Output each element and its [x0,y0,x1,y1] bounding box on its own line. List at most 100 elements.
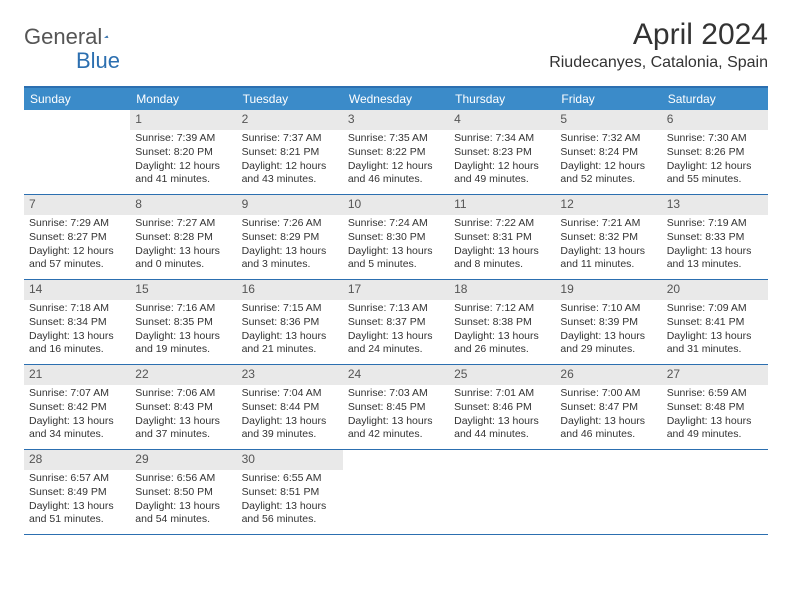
day-cell: 6Sunrise: 7:30 AMSunset: 8:26 PMDaylight… [662,110,768,194]
sunrise-text: Sunrise: 7:27 AM [135,217,231,231]
day-number: 10 [343,195,449,215]
day-number: 4 [449,110,555,130]
sunrise-text: Sunrise: 7:06 AM [135,387,231,401]
day-number: 24 [343,365,449,385]
daylight-text: Daylight: 13 hours and 39 minutes. [242,415,338,443]
sunset-text: Sunset: 8:30 PM [348,231,444,245]
day-number: 5 [555,110,661,130]
sunset-text: Sunset: 8:36 PM [242,316,338,330]
sunset-text: Sunset: 8:24 PM [560,146,656,160]
daylight-text: Daylight: 13 hours and 56 minutes. [242,500,338,528]
day-cell: 25Sunrise: 7:01 AMSunset: 8:46 PMDayligh… [449,365,555,449]
sunrise-text: Sunrise: 7:00 AM [560,387,656,401]
sunrise-text: Sunrise: 7:29 AM [29,217,125,231]
sunset-text: Sunset: 8:34 PM [29,316,125,330]
daylight-text: Daylight: 13 hours and 21 minutes. [242,330,338,358]
daylight-text: Daylight: 13 hours and 31 minutes. [667,330,763,358]
day-cell: 11Sunrise: 7:22 AMSunset: 8:31 PMDayligh… [449,195,555,279]
sunset-text: Sunset: 8:27 PM [29,231,125,245]
day-number: 11 [449,195,555,215]
sunset-text: Sunset: 8:20 PM [135,146,231,160]
sunset-text: Sunset: 8:49 PM [29,486,125,500]
sunrise-text: Sunrise: 7:35 AM [348,132,444,146]
daylight-text: Daylight: 13 hours and 5 minutes. [348,245,444,273]
sunrise-text: Sunrise: 7:07 AM [29,387,125,401]
daylight-text: Daylight: 13 hours and 24 minutes. [348,330,444,358]
month-title: April 2024 [549,18,768,52]
day-cell: 20Sunrise: 7:09 AMSunset: 8:41 PMDayligh… [662,280,768,364]
day-cell: 12Sunrise: 7:21 AMSunset: 8:32 PMDayligh… [555,195,661,279]
day-number: 1 [130,110,236,130]
day-of-week-header: SundayMondayTuesdayWednesdayThursdayFrid… [24,88,768,110]
calendar: SundayMondayTuesdayWednesdayThursdayFrid… [24,86,768,535]
week-row: 21 Sunrise: 7:07 AMSunset: 8:42 PM Dayligh… [24,365,768,450]
sunrise-text: Sunrise: 7:10 AM [560,302,656,316]
day-number: 30 [237,450,343,470]
day-cell: 22Sunrise: 7:06 AMSunset: 8:43 PMDayligh… [130,365,236,449]
sunset-text: Sunset: 8:48 PM [667,401,763,415]
daylight-text: Daylight: 13 hours and 13 minutes. [667,245,763,273]
sunrise-text: Sunrise: 7:03 AM [348,387,444,401]
day-cell: 18Sunrise: 7:12 AMSunset: 8:38 PMDayligh… [449,280,555,364]
sunrise-text: Sunrise: 7:26 AM [242,217,338,231]
sunset-text: Sunset: 8:51 PM [242,486,338,500]
daylight-text: Daylight: 13 hours and 54 minutes. [135,500,231,528]
day-cell: 16Sunrise: 7:15 AMSunset: 8:36 PMDayligh… [237,280,343,364]
sunrise-text: Sunrise: 7:16 AM [135,302,231,316]
sunrise-text: Sunrise: 7:18 AM [29,302,125,316]
sunset-text: Sunset: 8:26 PM [667,146,763,160]
daylight-text: Daylight: 13 hours and 0 minutes. [135,245,231,273]
sunset-text: Sunset: 8:23 PM [454,146,550,160]
dow-cell: Friday [555,88,661,110]
sunset-text: Sunset: 8:22 PM [348,146,444,160]
sunrise-text: Sunrise: 7:37 AM [242,132,338,146]
sunset-text: Sunset: 8:33 PM [667,231,763,245]
dow-cell: Wednesday [343,88,449,110]
sunset-text: Sunset: 8:47 PM [560,401,656,415]
week-row: 14 Sunrise: 7:18 AMSunset: 8:34 PM Dayligh… [24,280,768,365]
day-number: 29 [130,450,236,470]
day-number: 12 [555,195,661,215]
day-cell: 14Sunrise: 7:18 AMSunset: 8:34 PMDayligh… [24,280,130,364]
sunrise-text: Sunrise: 7:19 AM [667,217,763,231]
day-cell [343,450,449,534]
daylight-text: Daylight: 12 hours and 52 minutes. [560,160,656,188]
logo: General [24,24,130,50]
daylight-text: Daylight: 12 hours and 55 minutes. [667,160,763,188]
sunrise-text: Sunrise: 7:15 AM [242,302,338,316]
day-cell: 26Sunrise: 7:00 AMSunset: 8:47 PMDayligh… [555,365,661,449]
daylight-text: Daylight: 13 hours and 29 minutes. [560,330,656,358]
sunrise-text: Sunrise: 7:39 AM [135,132,231,146]
daylight-text: Daylight: 13 hours and 8 minutes. [454,245,550,273]
daylight-text: Daylight: 12 hours and 57 minutes. [29,245,125,273]
daylight-text: Daylight: 13 hours and 19 minutes. [135,330,231,358]
day-cell: 8Sunrise: 7:27 AMSunset: 8:28 PMDaylight… [130,195,236,279]
day-number: 2 [237,110,343,130]
day-cell [449,450,555,534]
day-number: 14 [24,280,130,300]
logo-text-general: General [24,24,102,50]
dow-cell: Tuesday [237,88,343,110]
week-row: 28Sunrise: 6:57 AMSunset: 8:49 PMDayligh… [24,450,768,535]
daylight-text: Daylight: 13 hours and 26 minutes. [454,330,550,358]
sunrise-text: Sunrise: 7:22 AM [454,217,550,231]
day-number: 20 [662,280,768,300]
sunset-text: Sunset: 8:35 PM [135,316,231,330]
dow-cell: Thursday [449,88,555,110]
week-row: 1Sunrise: 7:39 AMSunset: 8:20 PMDaylight… [24,110,768,195]
day-number: 22 [130,365,236,385]
day-number: 7 [24,195,130,215]
sunrise-text: Sunrise: 7:24 AM [348,217,444,231]
daylight-text: Daylight: 12 hours and 43 minutes. [242,160,338,188]
daylight-text: Daylight: 12 hours and 46 minutes. [348,160,444,188]
sunset-text: Sunset: 8:42 PM [29,401,125,415]
day-cell: 30Sunrise: 6:55 AMSunset: 8:51 PMDayligh… [237,450,343,534]
daylight-text: Daylight: 12 hours and 41 minutes. [135,160,231,188]
sunrise-text: Sunrise: 7:13 AM [348,302,444,316]
sunset-text: Sunset: 8:50 PM [135,486,231,500]
day-number: 3 [343,110,449,130]
daylight-text: Daylight: 13 hours and 46 minutes. [560,415,656,443]
day-number: 21 [24,365,130,385]
day-cell: 2Sunrise: 7:37 AMSunset: 8:21 PMDaylight… [237,110,343,194]
sunrise-text: Sunrise: 6:57 AM [29,472,125,486]
